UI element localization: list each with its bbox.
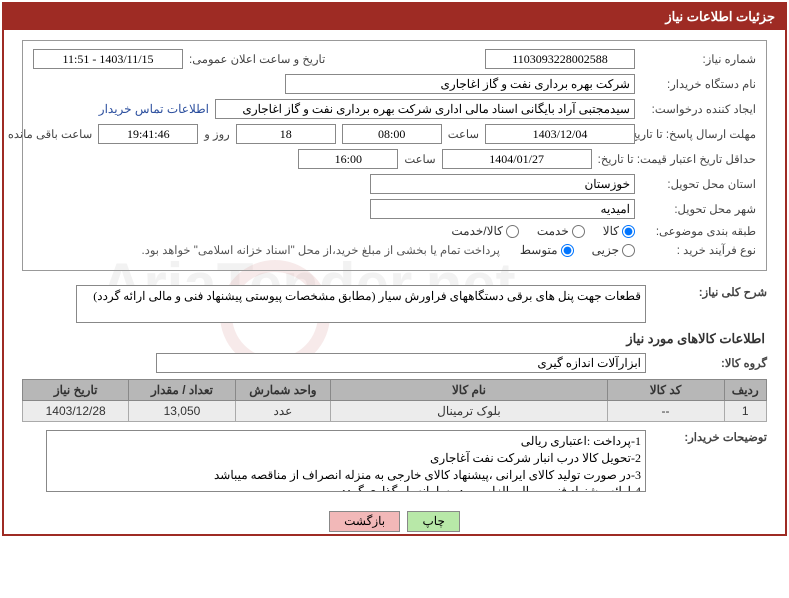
need-no-input[interactable] bbox=[485, 49, 635, 69]
proc-note: پرداخت تمام یا بخشی از مبلغ خرید،از محل … bbox=[142, 243, 500, 257]
proc-minor-radio[interactable] bbox=[622, 244, 635, 257]
back-button[interactable]: بازگشت bbox=[329, 511, 400, 532]
cell-code: -- bbox=[607, 401, 724, 422]
class-both-radio[interactable] bbox=[506, 225, 519, 238]
cell-row: 1 bbox=[724, 401, 767, 422]
proc-type-label: نوع فرآیند خرید : bbox=[641, 243, 756, 257]
th-row: ردیف bbox=[724, 380, 767, 401]
cell-qty: 13,050 bbox=[129, 401, 235, 422]
buyer-notes-textarea[interactable] bbox=[46, 430, 646, 492]
class-label: طبقه بندی موضوعی: bbox=[641, 224, 756, 238]
class-both-label: کالا/خدمت bbox=[451, 224, 502, 238]
cell-date: 1403/12/28 bbox=[23, 401, 129, 422]
buyer-notes-label: توضیحات خریدار: bbox=[652, 430, 767, 444]
time-left-input[interactable] bbox=[98, 124, 198, 144]
goods-table: ردیف کد کالا نام کالا واحد شمارش تعداد /… bbox=[22, 379, 767, 422]
desc-textarea[interactable] bbox=[76, 285, 646, 323]
days-left-input[interactable] bbox=[236, 124, 336, 144]
requester-input[interactable] bbox=[215, 99, 635, 119]
th-qty: تعداد / مقدار bbox=[129, 380, 235, 401]
main-panel: جزئیات اطلاعات نیاز شماره نیاز: تاریخ و … bbox=[2, 2, 787, 536]
class-service-label: خدمت bbox=[537, 224, 569, 238]
hour-label-2: ساعت bbox=[404, 152, 435, 166]
cell-unit: عدد bbox=[235, 401, 331, 422]
reply-deadline-label: مهلت ارسال پاسخ: تا تاریخ: bbox=[641, 127, 756, 141]
goods-info-title: اطلاعات کالاهای مورد نیاز bbox=[24, 331, 765, 347]
cell-name: بلوک ترمینال bbox=[331, 401, 607, 422]
th-code: کد کالا bbox=[607, 380, 724, 401]
panel-title: جزئیات اطلاعات نیاز bbox=[665, 9, 775, 24]
details-fieldset: شماره نیاز: تاریخ و ساعت اعلان عمومی: نا… bbox=[22, 40, 767, 271]
remain-label: ساعت باقی مانده bbox=[8, 127, 92, 141]
desc-label: شرح کلی نیاز: bbox=[652, 285, 767, 299]
need-no-label: شماره نیاز: bbox=[641, 52, 756, 66]
province-label: استان محل تحویل: bbox=[641, 177, 756, 191]
class-radio-group: کالا خدمت کالا/خدمت bbox=[437, 224, 635, 238]
class-goods-radio[interactable] bbox=[622, 225, 635, 238]
requester-label: ایجاد کننده درخواست: bbox=[641, 102, 756, 116]
proc-radio-group: جزیی متوسط bbox=[506, 243, 635, 257]
proc-minor-label: جزیی bbox=[592, 243, 619, 257]
class-goods-label: کالا bbox=[603, 224, 619, 238]
hour-label-1: ساعت bbox=[448, 127, 479, 141]
days-and-label: روز و bbox=[204, 127, 229, 141]
group-input[interactable] bbox=[156, 353, 646, 373]
group-label: گروه کالا: bbox=[652, 356, 767, 370]
province-input[interactable] bbox=[370, 174, 635, 194]
th-name: نام کالا bbox=[331, 380, 607, 401]
proc-medium-label: متوسط bbox=[520, 243, 558, 257]
contact-link[interactable]: اطلاعات تماس خریدار bbox=[99, 102, 209, 116]
th-unit: واحد شمارش bbox=[235, 380, 331, 401]
print-button[interactable]: چاپ bbox=[407, 511, 459, 532]
valid-date-input[interactable] bbox=[442, 149, 592, 169]
table-row: 1--بلوک ترمینالعدد13,0501403/12/28 bbox=[23, 401, 767, 422]
th-date: تاریخ نیاز bbox=[23, 380, 129, 401]
city-label: شهر محل تحویل: bbox=[641, 202, 756, 216]
city-input[interactable] bbox=[370, 199, 635, 219]
announce-input[interactable] bbox=[33, 49, 183, 69]
reply-time-input[interactable] bbox=[342, 124, 442, 144]
valid-time-input[interactable] bbox=[298, 149, 398, 169]
buyer-org-label: نام دستگاه خریدار: bbox=[641, 77, 756, 91]
proc-medium-radio[interactable] bbox=[561, 244, 574, 257]
announce-label: تاریخ و ساعت اعلان عمومی: bbox=[189, 52, 325, 66]
buyer-org-input[interactable] bbox=[285, 74, 635, 94]
valid-until-label: حداقل تاریخ اعتبار قیمت: تا تاریخ: bbox=[598, 152, 756, 166]
class-service-radio[interactable] bbox=[572, 225, 585, 238]
reply-date-input[interactable] bbox=[485, 124, 635, 144]
